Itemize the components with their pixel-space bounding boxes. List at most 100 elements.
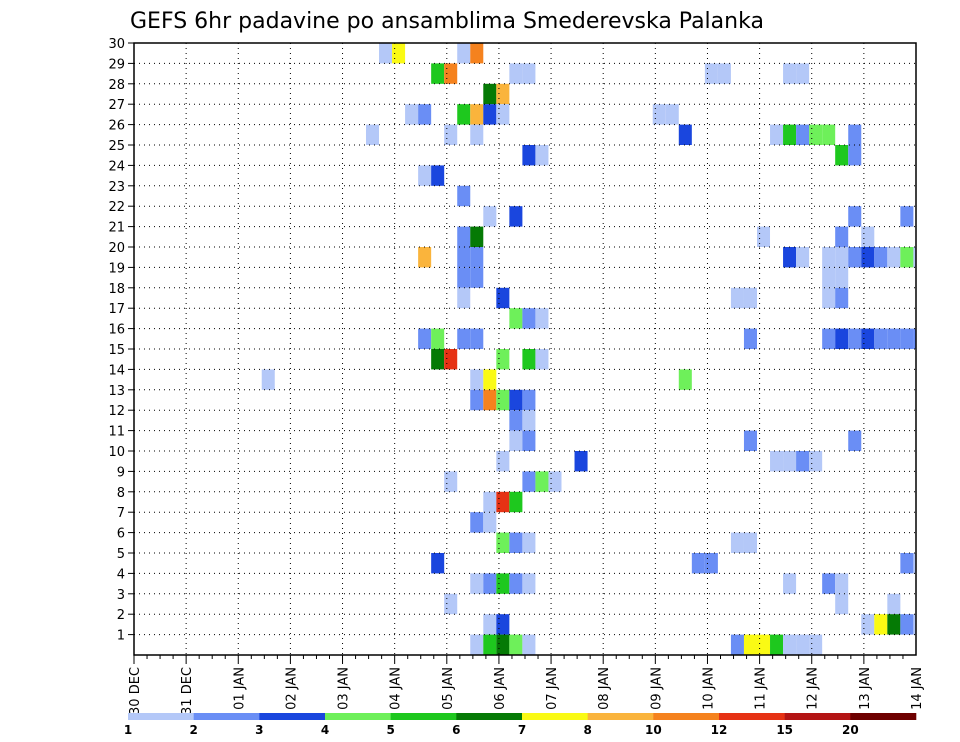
heatmap-cell xyxy=(809,451,823,472)
heatmap-cell xyxy=(848,206,862,227)
heatmap-cell xyxy=(874,247,888,268)
heatmap-cell xyxy=(678,369,692,390)
heatmap-cell xyxy=(483,512,497,533)
y-tick-label: 17 xyxy=(108,302,125,317)
heatmap-cell xyxy=(822,328,836,349)
legend-swatch xyxy=(325,713,391,720)
heatmap-cell xyxy=(835,593,849,615)
heatmap-cell xyxy=(861,226,875,247)
x-tick-label: 09 JAN xyxy=(649,667,664,710)
heatmap-cell xyxy=(756,634,771,655)
heatmap-cell xyxy=(704,63,718,84)
heatmap-cell xyxy=(509,308,523,329)
heatmap-cell xyxy=(496,573,510,594)
legend-swatch xyxy=(193,713,260,720)
y-tick-label: 4 xyxy=(117,567,125,582)
legend-label: 5 xyxy=(386,723,394,737)
heatmap-cell xyxy=(522,634,536,655)
heatmap-cell xyxy=(470,328,484,349)
y-tick-label: 2 xyxy=(117,608,125,623)
heatmap-cell xyxy=(509,532,523,553)
heatmap-cell xyxy=(457,43,471,64)
heatmap-cell xyxy=(261,369,275,390)
legend-label: 12 xyxy=(711,723,728,737)
heatmap-cell xyxy=(431,553,445,574)
heatmap-cell xyxy=(913,553,916,574)
heatmap-cell xyxy=(496,83,510,105)
y-tick-label: 20 xyxy=(108,241,125,256)
heatmap-cell xyxy=(652,104,666,125)
heatmap-cell xyxy=(483,573,497,594)
heatmap-cell xyxy=(496,451,510,472)
heatmap-cell xyxy=(418,328,432,349)
y-tick-label: 1 xyxy=(117,629,125,644)
heatmap-cell xyxy=(509,410,523,431)
heatmap-cell xyxy=(496,104,510,125)
heatmap-cell xyxy=(418,247,432,268)
heatmap-cell xyxy=(444,63,458,84)
heatmap-cell xyxy=(743,328,757,349)
heatmap-cell xyxy=(483,104,497,125)
heatmap-cell xyxy=(496,287,510,309)
heatmap-cell xyxy=(900,206,914,227)
y-tick-label: 6 xyxy=(117,527,125,542)
heatmap-cell xyxy=(913,614,916,635)
heatmap-cell xyxy=(848,430,862,451)
heatmap-cell xyxy=(535,349,549,370)
heatmap-cell xyxy=(900,328,914,349)
heatmap-cell xyxy=(470,389,484,411)
heatmap-cell xyxy=(444,471,458,492)
heatmap-cell xyxy=(783,634,797,655)
heatmap-cell xyxy=(535,471,549,492)
x-tick-label: 02 JAN xyxy=(284,667,299,710)
legend-label: 2 xyxy=(189,723,197,737)
heatmap-cell xyxy=(861,328,875,349)
heatmap-cell xyxy=(496,349,510,370)
heatmap-cell xyxy=(743,634,757,655)
heatmap-cell xyxy=(756,226,771,247)
x-tick-label: 13 JAN xyxy=(858,667,873,710)
x-tick-label: 11 JAN xyxy=(754,667,769,710)
heatmap-cell xyxy=(418,165,432,186)
y-tick-label: 24 xyxy=(108,159,125,174)
heatmap-cell xyxy=(835,226,849,247)
heatmap-cell xyxy=(457,226,471,247)
y-tick-label: 29 xyxy=(108,57,125,72)
y-tick-label: 26 xyxy=(108,119,125,134)
heatmap-cell xyxy=(848,328,862,349)
heatmap-cell xyxy=(900,614,914,635)
heatmap-cell xyxy=(522,349,536,370)
y-tick-label: 9 xyxy=(117,465,125,480)
heatmap-cell xyxy=(509,491,523,513)
y-tick-label: 3 xyxy=(117,588,125,603)
heatmap-cell xyxy=(470,573,484,594)
heatmap-cell xyxy=(483,491,497,513)
heatmap-cell xyxy=(796,634,810,655)
heatmap-cell xyxy=(535,145,549,166)
heatmap-cell xyxy=(392,43,406,64)
heatmap-cell xyxy=(783,124,797,145)
heatmap-cell xyxy=(470,512,484,533)
heatmap-cell xyxy=(470,43,484,64)
y-tick-label: 19 xyxy=(108,261,125,276)
heatmap-cell xyxy=(770,124,784,145)
x-tick-label: 14 JAN xyxy=(910,667,925,710)
heatmap-cell xyxy=(509,634,523,655)
heatmap-cell xyxy=(822,267,836,288)
heatmap-cell xyxy=(483,389,497,411)
heatmap-cell xyxy=(522,389,536,411)
legend-swatch xyxy=(522,713,588,720)
heatmap-cell xyxy=(496,614,510,635)
color-legend: 1 2 3 4 5 6 7 8 10 12 15 20 xyxy=(124,713,917,737)
heatmap-cell xyxy=(783,63,797,84)
heatmap-cell xyxy=(470,104,484,125)
heatmap-cell xyxy=(900,553,914,574)
heatmap-cell xyxy=(405,104,419,125)
heatmap-cell xyxy=(365,124,380,145)
heatmap-cell xyxy=(522,532,536,553)
heatmap-cell xyxy=(444,593,458,615)
heatmap-cell xyxy=(457,267,471,288)
heatmap-cell xyxy=(743,287,757,309)
heatmap-cell xyxy=(796,124,810,145)
heatmap-cell xyxy=(444,124,458,145)
